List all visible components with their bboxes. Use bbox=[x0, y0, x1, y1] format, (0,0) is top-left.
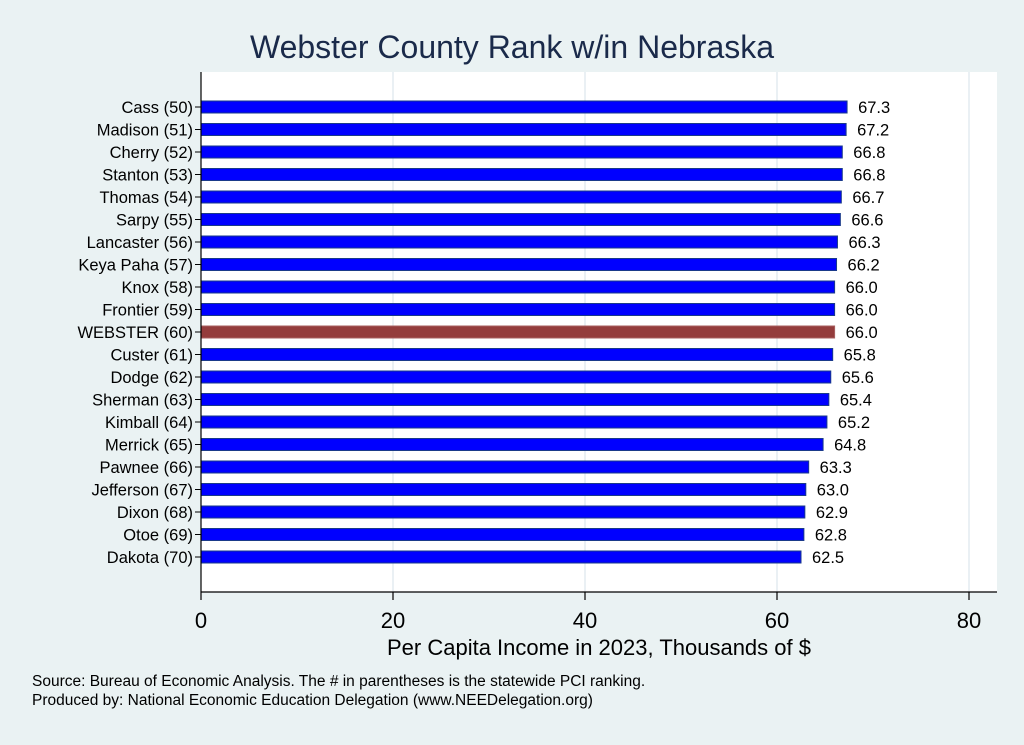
bar bbox=[200, 483, 807, 496]
category-label: Sarpy (55) bbox=[116, 212, 193, 230]
x-axis-label: Per Capita Income in 2023, Thousands of … bbox=[387, 635, 811, 660]
x-tick-label: 0 bbox=[195, 608, 207, 633]
bar bbox=[200, 258, 838, 271]
category-label: Otoe (69) bbox=[123, 527, 193, 545]
category-label: Keya Paha (57) bbox=[78, 257, 193, 275]
source-note: Source: Bureau of Economic Analysis. The… bbox=[32, 673, 646, 690]
category-label: Merrick (65) bbox=[105, 437, 193, 455]
value-label: 62.8 bbox=[815, 527, 847, 545]
value-label: 63.0 bbox=[817, 482, 849, 500]
category-label: Dodge (62) bbox=[110, 369, 193, 387]
bar bbox=[200, 550, 802, 564]
value-label: 63.3 bbox=[820, 459, 852, 477]
category-label: Thomas (54) bbox=[99, 189, 193, 207]
bar-highlight bbox=[200, 325, 836, 339]
bar bbox=[200, 348, 834, 361]
bar bbox=[200, 460, 810, 474]
category-label: Knox (58) bbox=[121, 279, 193, 297]
x-tick-label: 40 bbox=[573, 608, 597, 633]
bar bbox=[200, 415, 828, 429]
value-label: 66.0 bbox=[846, 279, 878, 297]
value-label: 65.6 bbox=[842, 369, 874, 387]
x-tick-label: 80 bbox=[957, 608, 981, 633]
category-label: Sherman (63) bbox=[92, 392, 193, 410]
category-label: Cass (50) bbox=[121, 99, 193, 117]
bar bbox=[200, 303, 836, 316]
category-label: Frontier (59) bbox=[102, 302, 193, 320]
bar bbox=[200, 213, 841, 226]
value-label: 64.8 bbox=[834, 437, 866, 455]
chart-title: Webster County Rank w/in Nebraska bbox=[250, 29, 774, 65]
bar bbox=[200, 280, 836, 294]
value-label: 66.6 bbox=[851, 212, 883, 230]
bar bbox=[200, 123, 847, 136]
category-label: Custer (61) bbox=[110, 347, 193, 365]
bar bbox=[200, 235, 838, 249]
value-label: 65.4 bbox=[840, 392, 872, 410]
bar bbox=[200, 100, 848, 114]
value-label: 66.2 bbox=[848, 257, 880, 275]
value-label: 62.5 bbox=[812, 549, 844, 567]
category-label: Madison (51) bbox=[97, 122, 193, 140]
value-label: 62.9 bbox=[816, 504, 848, 522]
x-tick-label: 60 bbox=[765, 608, 789, 633]
value-label: 67.3 bbox=[858, 99, 890, 117]
bar bbox=[200, 438, 824, 451]
value-label: 66.0 bbox=[846, 302, 878, 320]
bar bbox=[200, 145, 843, 159]
category-label: Stanton (53) bbox=[102, 167, 193, 185]
value-label: 65.2 bbox=[838, 414, 870, 432]
bar bbox=[200, 168, 843, 181]
category-label: WEBSTER (60) bbox=[77, 324, 193, 342]
bar bbox=[200, 528, 805, 541]
value-label: 66.8 bbox=[853, 144, 885, 162]
value-label: 66.7 bbox=[852, 189, 884, 207]
x-tick-label: 20 bbox=[381, 608, 405, 633]
category-label: Dakota (70) bbox=[107, 549, 193, 567]
value-label: 66.3 bbox=[848, 234, 880, 252]
bar bbox=[200, 393, 830, 406]
value-label: 66.8 bbox=[853, 167, 885, 185]
value-label: 67.2 bbox=[857, 122, 889, 140]
category-label: Kimball (64) bbox=[105, 414, 193, 432]
value-label: 65.8 bbox=[844, 347, 876, 365]
category-label: Lancaster (56) bbox=[87, 234, 193, 252]
category-label: Dixon (68) bbox=[117, 504, 193, 522]
bar bbox=[200, 370, 832, 384]
category-label: Jefferson (67) bbox=[92, 482, 194, 500]
value-label: 66.0 bbox=[846, 324, 878, 342]
bar bbox=[200, 190, 842, 204]
bar bbox=[200, 505, 806, 519]
category-label: Cherry (52) bbox=[110, 144, 193, 162]
category-label: Pawnee (66) bbox=[99, 459, 193, 477]
produced-by-note: Produced by: National Economic Education… bbox=[32, 692, 593, 709]
